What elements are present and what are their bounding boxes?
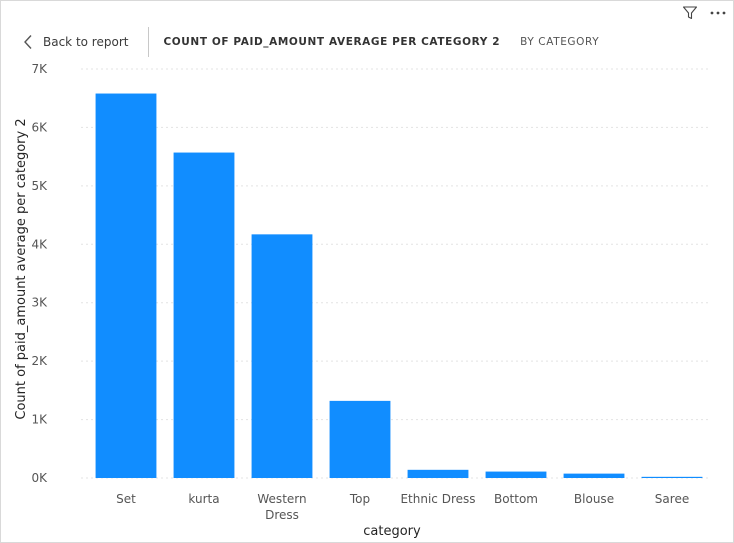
- back-to-report-label: Back to report: [43, 35, 129, 49]
- x-tick-label: Western Dress: [257, 492, 306, 522]
- y-tick-label: 7K: [31, 62, 48, 76]
- visual-toolbar: [681, 3, 727, 23]
- bar-set[interactable]: [95, 93, 157, 478]
- focus-mode-header: Back to report COUNT OF PAID_AMOUNT AVER…: [15, 25, 719, 59]
- visual-subtitle: BY CATEGORY: [520, 36, 600, 48]
- back-to-report-button[interactable]: Back to report: [15, 28, 138, 56]
- bar-bottom[interactable]: [485, 471, 547, 478]
- x-tick-label: Ethnic Dress: [400, 492, 475, 506]
- chevron-left-icon: [24, 35, 32, 49]
- x-axis-title: category: [363, 524, 421, 539]
- y-tick-label: 1K: [31, 413, 48, 427]
- x-tick-label: Saree: [655, 492, 689, 506]
- visual-title: COUNT OF PAID_AMOUNT AVERAGE PER CATEGOR…: [163, 36, 501, 48]
- x-tick-label: Bottom: [494, 492, 538, 506]
- y-axis-title: Count of paid_amount average per categor…: [14, 118, 29, 419]
- x-tick-label: Set: [116, 492, 136, 506]
- bar-ethnic-dress[interactable]: [407, 469, 469, 478]
- filter-icon[interactable]: [681, 4, 699, 22]
- y-tick-label: 4K: [31, 237, 48, 251]
- y-axis-ticks: 0K 1K 2K 3K 4K 5K 6K 7K: [31, 62, 48, 485]
- y-tick-label: 2K: [31, 354, 48, 368]
- more-options-icon[interactable]: [709, 4, 727, 22]
- bar-western-dress[interactable]: [251, 234, 313, 478]
- header-divider: [148, 27, 150, 57]
- x-axis-ticks: Set kurta Western Dress Top Ethnic Dress Botto…: [116, 492, 689, 522]
- bars: [95, 93, 703, 478]
- bar-top[interactable]: [329, 400, 391, 478]
- y-tick-label: 0K: [31, 471, 48, 485]
- x-tick-label: kurta: [188, 492, 219, 506]
- y-tick-label: 5K: [31, 179, 48, 193]
- bar-saree[interactable]: [641, 476, 703, 478]
- y-tick-label: 3K: [31, 296, 48, 310]
- x-tick-label: Top: [349, 492, 370, 506]
- y-tick-label: 6K: [31, 120, 48, 134]
- bar-kurta[interactable]: [173, 152, 235, 478]
- bar-blouse[interactable]: [563, 473, 625, 478]
- x-tick-label: Blouse: [574, 492, 614, 506]
